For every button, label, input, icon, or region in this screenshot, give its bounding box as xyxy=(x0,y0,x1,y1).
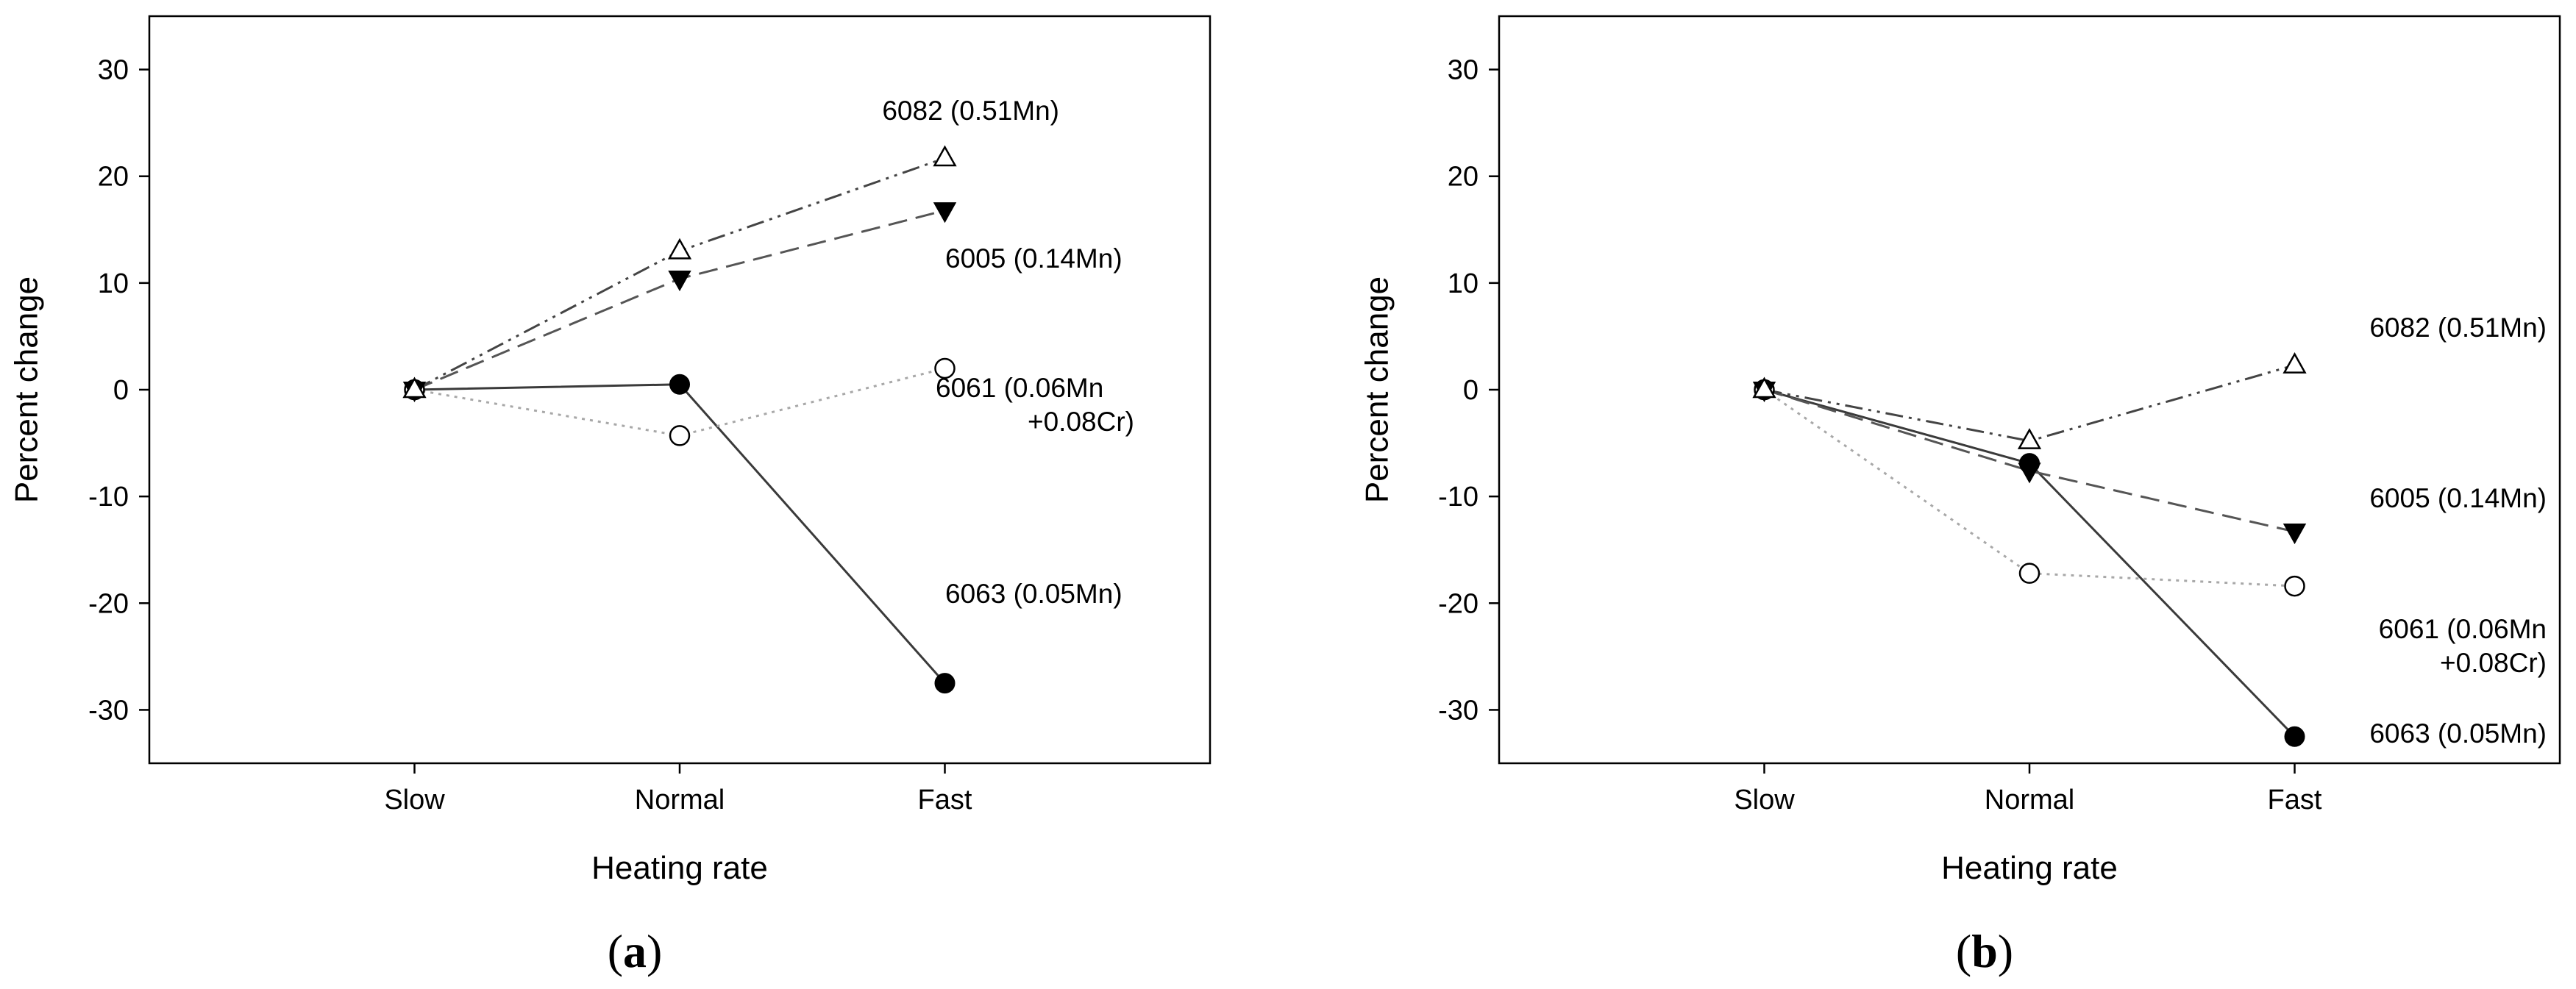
y-tick-label: 0 xyxy=(1463,375,1479,406)
y-tick-label: -30 xyxy=(88,695,129,726)
y-tick-label: 30 xyxy=(1448,55,1479,86)
x-tick-label-normal: Normal xyxy=(635,785,725,815)
panel-b: -30 -20 -10 0 10 20 30 Slow Normal Fast Percent ch… xyxy=(1359,15,2561,977)
y-tick-label: -20 xyxy=(88,588,129,619)
y-tick-label: -10 xyxy=(88,482,129,513)
y-tick-label: 20 xyxy=(98,162,129,193)
data-point-6061-0-06mn xyxy=(934,357,956,379)
series-line-6005-0-14mn xyxy=(1764,388,2295,533)
x-tick-label-slow: Slow xyxy=(384,785,445,815)
series-line-6061-0-06mn xyxy=(1763,388,2295,588)
series-label-6082-0-51mn: 6082 (0.51Mn) xyxy=(2369,313,2547,343)
data-point-6082-0-51mn xyxy=(1752,376,1776,399)
x-tick-label-normal: Normal xyxy=(1985,785,2074,815)
series-label-6005-0-14mn: 6005 (0.14Mn) xyxy=(945,243,1122,274)
series-line-6082-0-51mn xyxy=(1764,364,2295,443)
data-point-6063-0-05mn xyxy=(2284,726,2305,747)
x-tick-label-fast: Fast xyxy=(918,785,972,815)
series-label-6063-0-05mn: 6063 (0.05Mn) xyxy=(945,579,1122,609)
y-tick-label: -10 xyxy=(1438,482,1479,513)
data-point-6082-0-51mn xyxy=(667,238,692,260)
series-label-6005-0-14mn: 6005 (0.14Mn) xyxy=(2369,483,2547,513)
panel-caption: (b) xyxy=(1956,925,2013,977)
y-tick-label: -20 xyxy=(1438,588,1479,619)
series-label-6063-0-05mn: 6063 (0.05Mn) xyxy=(2369,718,2547,749)
y-axis-title: Percent change xyxy=(1359,276,1395,503)
y-tick-label: 10 xyxy=(98,268,129,299)
series-label-6082-0-51mn: 6082 (0.51Mn) xyxy=(882,96,1059,126)
data-point-6061-0-06mn xyxy=(2284,575,2305,597)
data-point-6063-0-05mn xyxy=(934,673,956,694)
data-point-6005-0-14mn xyxy=(2283,524,2307,545)
y-tick-label: 10 xyxy=(1448,268,1479,299)
data-point-6082-0-51mn xyxy=(2017,428,2042,449)
series-label-6061-0-06mn: 6061 (0.06Mn +0.08Cr) xyxy=(936,373,1134,437)
data-point-6082-0-51mn xyxy=(2283,352,2307,374)
x-tick-label-slow: Slow xyxy=(1734,785,1795,815)
data-point-6063-0-05mn xyxy=(669,374,690,395)
data-point-6005-0-14mn xyxy=(933,202,957,224)
x-axis-title: Heating rate xyxy=(591,850,768,886)
data-point-6082-0-51mn xyxy=(933,145,957,167)
panel-caption: (a) xyxy=(608,925,663,977)
y-tick-label: -30 xyxy=(1438,695,1479,726)
y-tick-label: 0 xyxy=(113,375,129,406)
data-point-6061-0-06mn xyxy=(2018,563,2040,584)
y-axis-title: Percent change xyxy=(9,276,45,503)
panel-a: -30 -20 -10 0 10 20 30 Slow Normal Fast Percent ch… xyxy=(9,15,1211,977)
data-point-6005-0-14mn xyxy=(2018,463,2041,484)
x-tick-label-fast: Fast xyxy=(2268,785,2322,815)
plot-frame xyxy=(1498,15,2561,765)
data-point-6061-0-06mn xyxy=(669,425,691,446)
y-tick-label: 20 xyxy=(1448,162,1479,193)
series-line-6005-0-14mn xyxy=(413,209,945,391)
data-point-6082-0-51mn xyxy=(402,376,427,399)
x-axis-title: Heating rate xyxy=(1941,850,2118,886)
y-tick-label: 30 xyxy=(98,55,129,86)
data-point-6005-0-14mn xyxy=(668,271,691,292)
series-label-6061-0-06mn: 6061 (0.06Mn +0.08Cr) xyxy=(2379,614,2547,678)
